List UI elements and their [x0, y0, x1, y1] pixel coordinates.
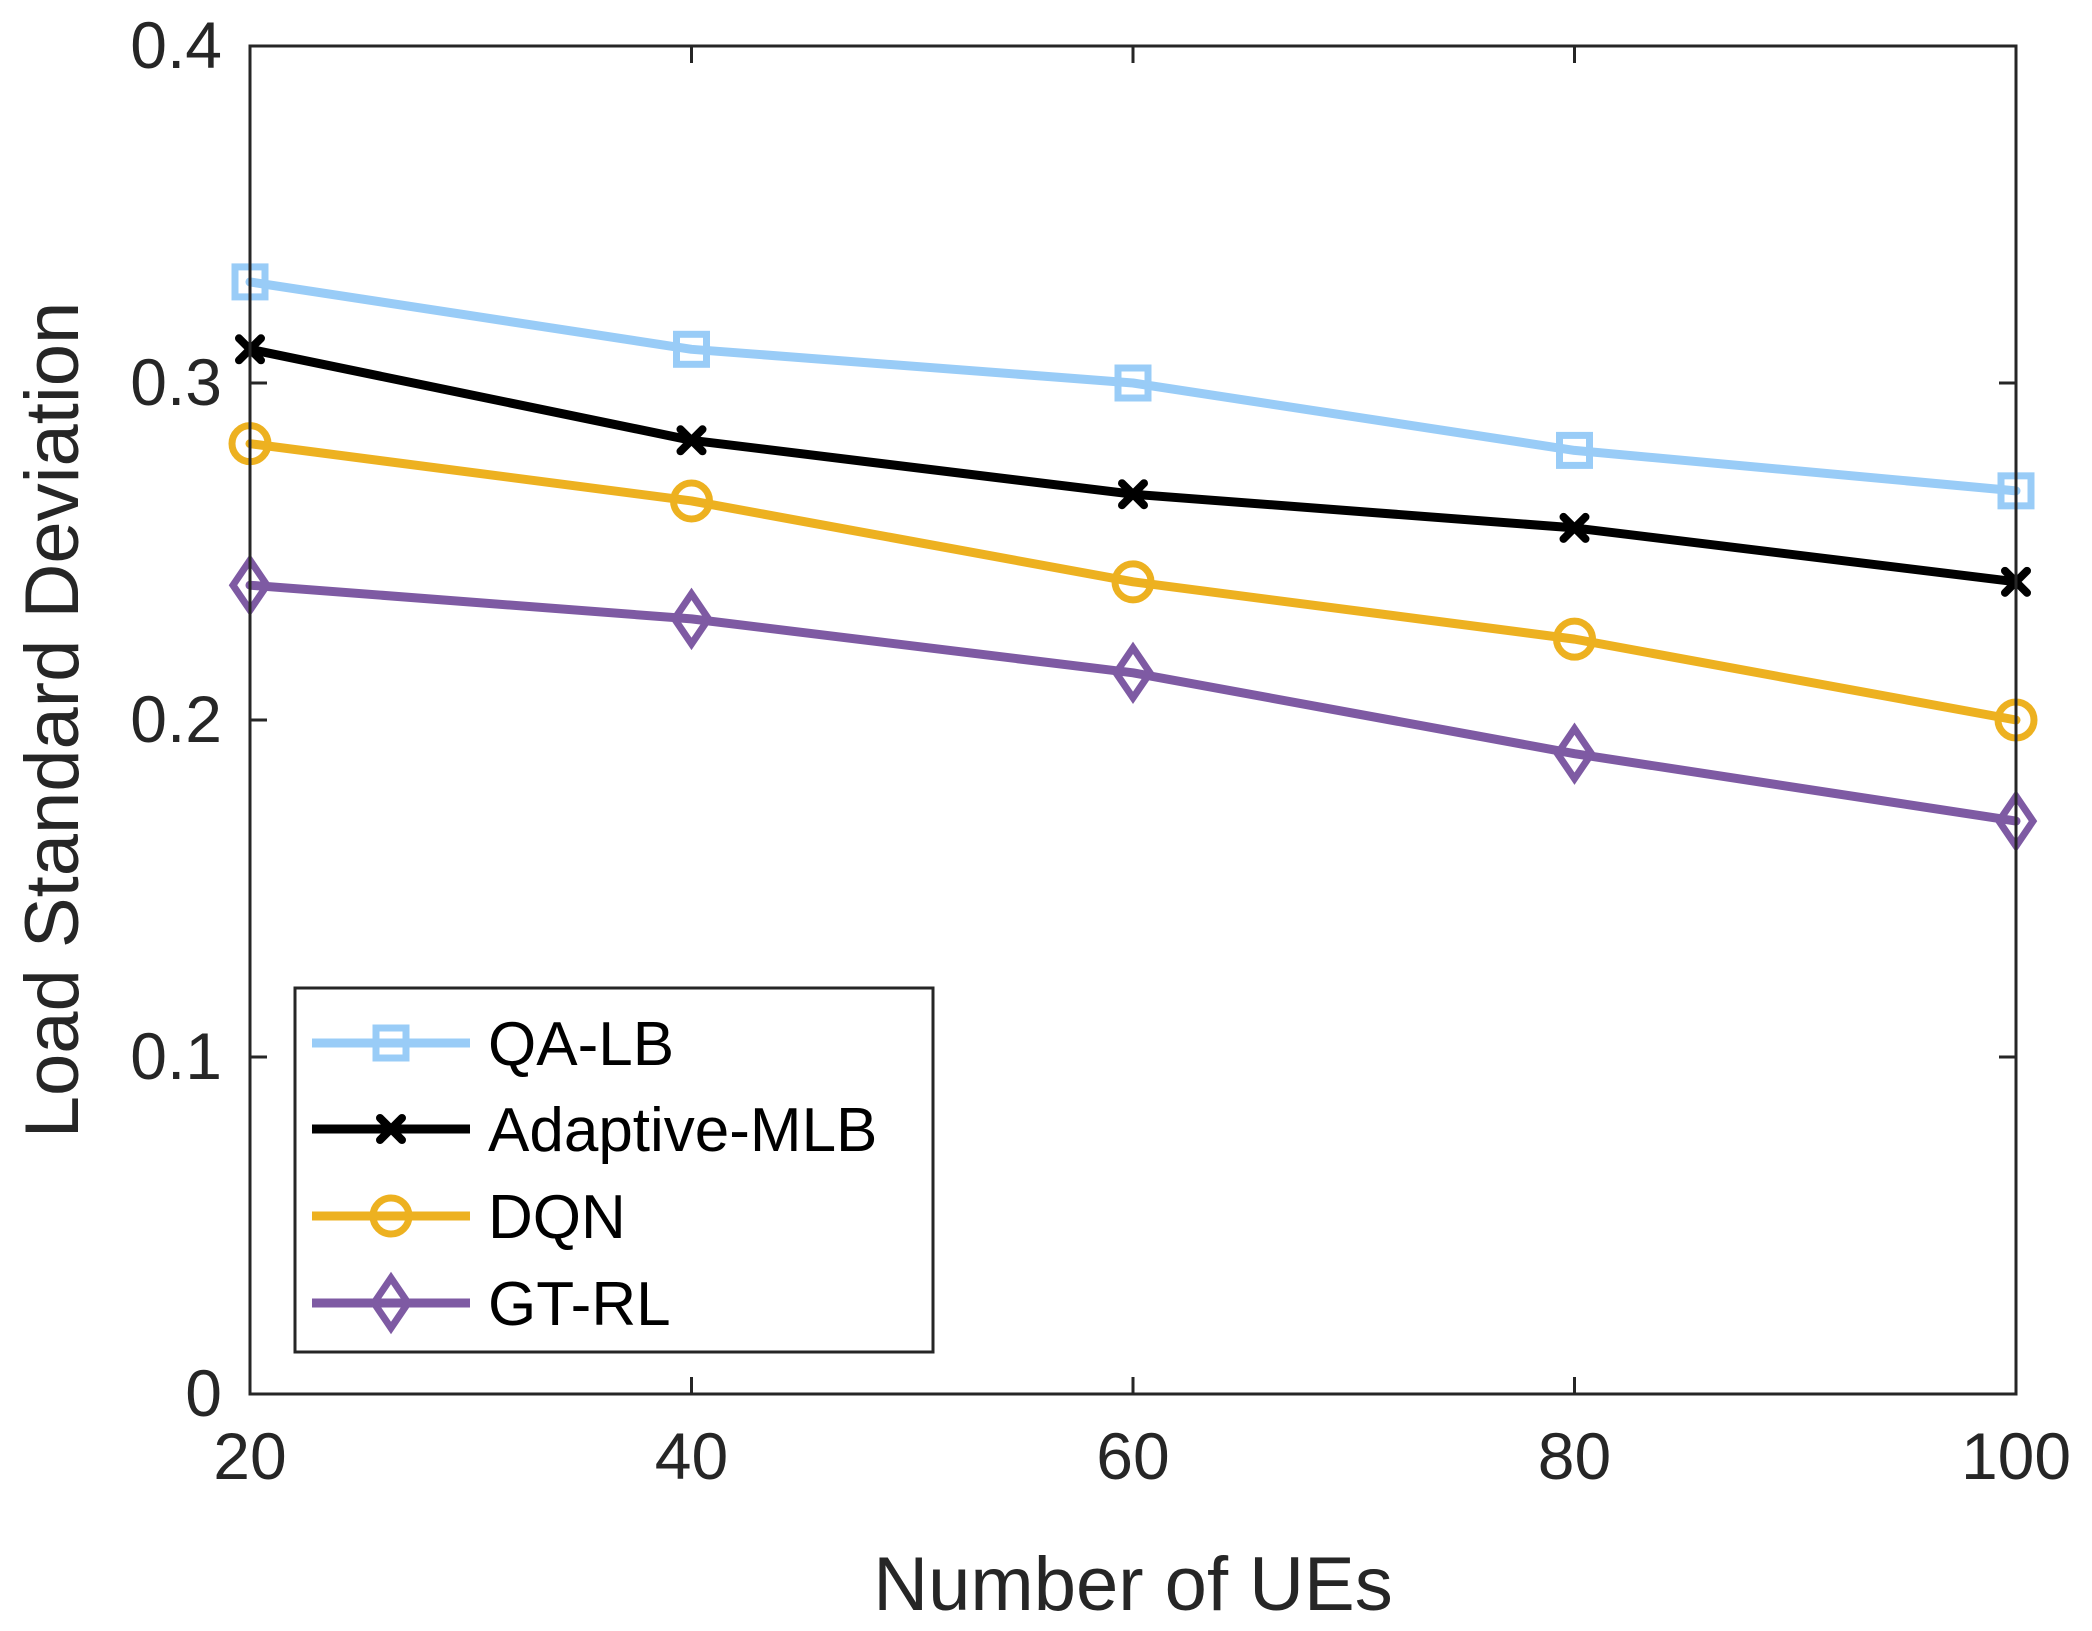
legend-item: GT-RL	[312, 1270, 671, 1339]
y-axis-title: Load Standard Deviation	[10, 302, 95, 1139]
data-point	[1111, 641, 1155, 705]
legend-label: Adaptive-MLB	[488, 1096, 877, 1165]
data-point	[1556, 431, 1593, 469]
tick-labels: 20 40 60 80 100 0 0.1 0.2 0.3 0.4	[130, 8, 2071, 1493]
legend-item: DQN	[312, 1183, 626, 1252]
legend-item: Adaptive-MLB	[312, 1096, 877, 1165]
y-tick-label: 0.3	[130, 345, 222, 419]
legend-marker	[376, 1114, 406, 1144]
data-point	[1559, 512, 1590, 543]
data-point	[673, 330, 710, 368]
data-point	[1114, 364, 1152, 402]
data-point	[676, 425, 707, 456]
legend-label: GT-RL	[488, 1270, 671, 1339]
legend-item: QA-LB	[312, 1010, 674, 1079]
series-layer	[228, 263, 2038, 853]
series-line	[245, 277, 2021, 496]
legend-label: QA-LB	[488, 1010, 674, 1079]
data-point	[1553, 617, 1596, 661]
legend-marker	[369, 1271, 413, 1335]
x-axis-title: Number of UEs	[873, 1542, 1393, 1627]
series-line	[245, 580, 2021, 826]
x-tick-label: 60	[1096, 1419, 1169, 1493]
x-tick-label: 20	[213, 1419, 286, 1493]
legend: QA-LB Adaptive-MLB DQN GT-RL	[293, 986, 935, 1354]
y-tick-label: 0	[185, 1356, 222, 1430]
x-tick-label: 40	[655, 1419, 728, 1493]
x-tick-label: 80	[1538, 1419, 1611, 1493]
series-line	[245, 439, 2021, 725]
y-tick-label: 0.1	[130, 1019, 222, 1093]
data-point	[670, 479, 713, 523]
y-tick-label: 0.4	[130, 8, 222, 82]
data-point	[1111, 560, 1155, 604]
legend-marker	[369, 1194, 413, 1238]
plot-frame	[248, 44, 2018, 1396]
data-point	[1118, 479, 1148, 510]
legend-label: DQN	[488, 1183, 626, 1252]
data-point	[1553, 722, 1596, 785]
series-gt-rl	[228, 553, 2038, 853]
y-tick-label: 0.2	[130, 682, 222, 756]
data-point	[670, 587, 713, 651]
x-tick-label: 100	[1961, 1419, 2071, 1493]
series-dqn	[228, 422, 2038, 742]
legend-marker	[372, 1024, 410, 1062]
